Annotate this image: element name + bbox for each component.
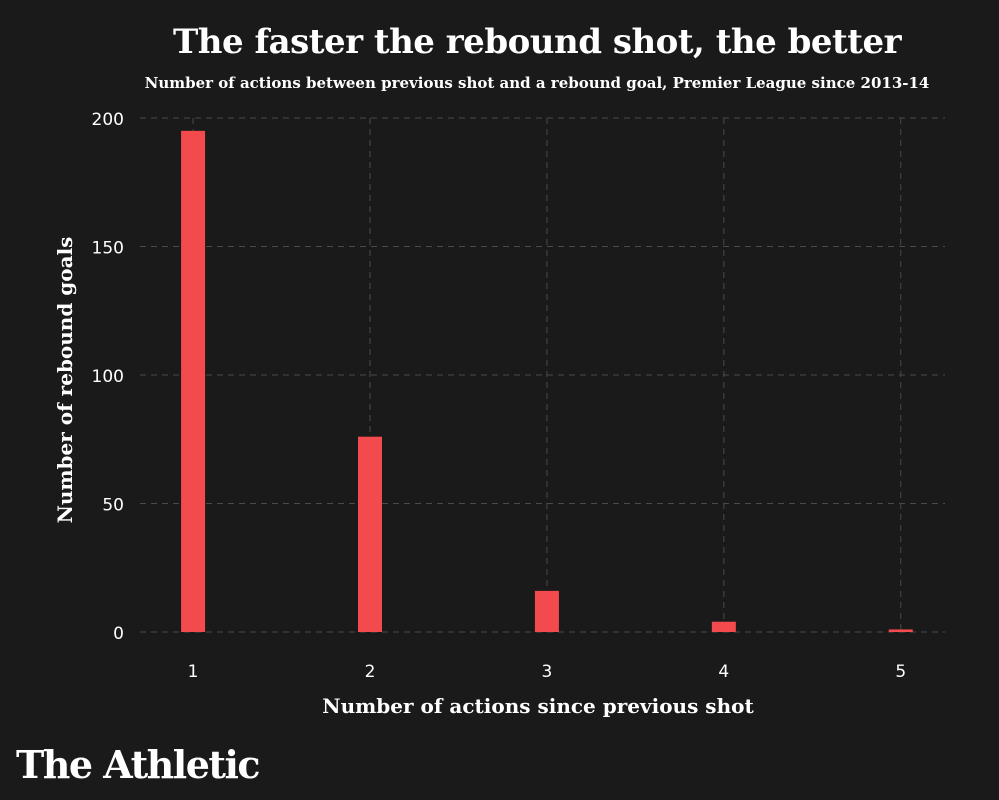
chart-title: The faster the rebound shot, the better	[173, 22, 902, 62]
x-axis-label: Number of actions since previous shot	[322, 694, 754, 718]
x-tick-label: 5	[895, 662, 906, 682]
bar-3	[534, 590, 559, 632]
y-tick-label: 0	[113, 624, 124, 644]
grid-lines	[140, 117, 945, 633]
chart-subtitle: Number of actions between previous shot …	[144, 74, 930, 92]
y-tick-labels: 0 50 100 150 200	[92, 110, 124, 644]
bar-4	[711, 621, 736, 632]
x-tick-label: 1	[188, 662, 199, 682]
y-tick-label: 100	[92, 367, 124, 387]
y-tick-label: 150	[92, 239, 124, 259]
bar-5	[888, 629, 913, 632]
y-tick-label: 50	[102, 496, 124, 516]
x-tick-label: 3	[542, 662, 553, 682]
the-athletic-logo: The Athletic	[16, 742, 261, 787]
bars	[181, 130, 913, 632]
y-tick-label: 200	[92, 110, 124, 130]
bar-1	[181, 130, 206, 632]
x-tick-label: 2	[365, 662, 376, 682]
x-tick-labels: 1 2 3 4 5	[188, 662, 907, 682]
x-tick-label: 4	[718, 662, 729, 682]
bar-2	[358, 436, 382, 632]
y-axis-label: Number of rebound goals	[53, 237, 77, 524]
